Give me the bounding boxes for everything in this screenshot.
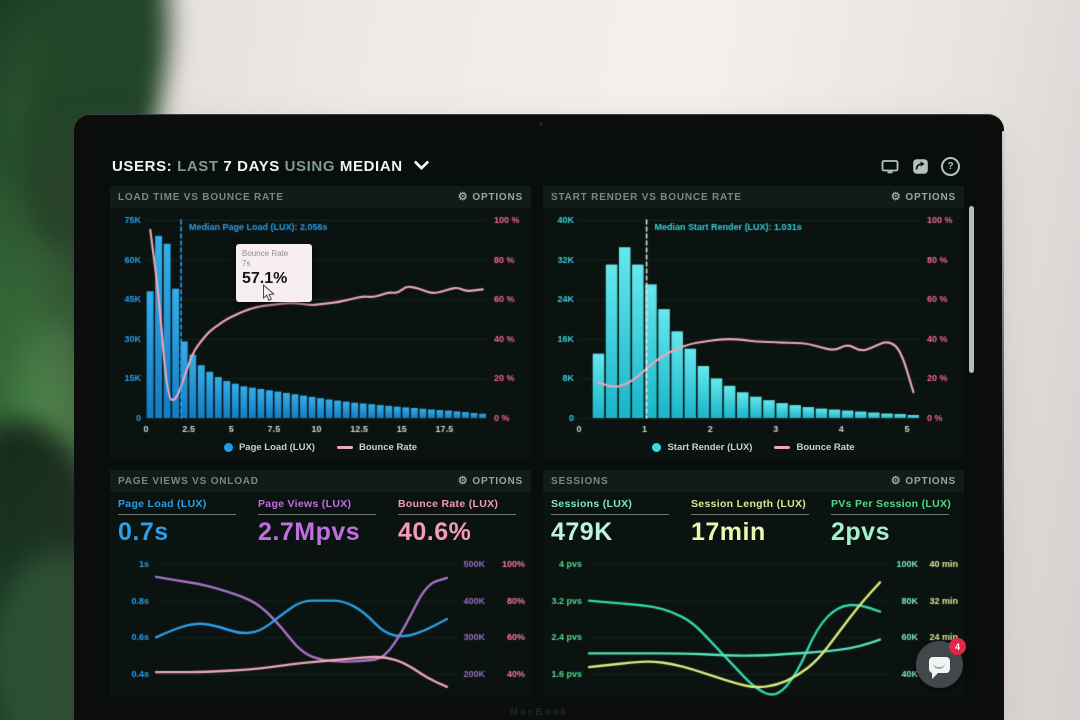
gear-icon: ⚙ bbox=[457, 190, 469, 203]
chat-unread-badge: 4 bbox=[949, 638, 966, 655]
metric-value: 2.7Mpvs bbox=[258, 518, 361, 546]
metric-value: 0.7s bbox=[118, 518, 169, 546]
panel-start-render: START RENDER VS BOUNCE RATE ⚙ OPTIONS Sta… bbox=[543, 186, 964, 458]
gear-icon: ⚙ bbox=[890, 190, 902, 203]
options-button[interactable]: ⚙ OPTIONS bbox=[457, 474, 523, 487]
legend-page-load: Page Load (LUX) bbox=[223, 442, 315, 453]
load-time-chart[interactable] bbox=[110, 208, 531, 438]
help-icon[interactable]: ? bbox=[941, 157, 960, 176]
metric-label: PVs Per Session (LUX) bbox=[831, 498, 952, 510]
chat-widget-button[interactable]: 4 bbox=[916, 638, 966, 688]
tooltip-x: 7s bbox=[242, 259, 251, 268]
legend-start-render: Start Render (LUX) bbox=[652, 442, 752, 453]
metric-label: Page Views (LUX) bbox=[258, 498, 352, 510]
metric-label: Sessions (LUX) bbox=[551, 498, 633, 510]
panel-title: PAGE VIEWS VS ONLOAD bbox=[118, 475, 259, 487]
dashboard-screen: USERS: LAST 7 DAYS USING MEDIAN ? bbox=[96, 135, 978, 696]
tooltip-value: 57.1% bbox=[242, 270, 288, 287]
page-views-chart[interactable] bbox=[110, 554, 531, 696]
options-button[interactable]: ⚙ OPTIONS bbox=[457, 190, 523, 203]
chat-bubble-icon bbox=[929, 656, 950, 679]
title-part: USERS: bbox=[112, 158, 173, 175]
title-part: LAST bbox=[177, 158, 219, 175]
sessions-chart[interactable] bbox=[543, 554, 964, 696]
legend-bounce-rate: Bounce Rate bbox=[774, 442, 855, 453]
scrollbar-thumb[interactable] bbox=[969, 206, 974, 373]
panel-load-time: LOAD TIME VS BOUNCE RATE ⚙ OPTIONS Page L… bbox=[110, 186, 531, 458]
metric-bounce-rate: Bounce Rate (LUX) 40.6% bbox=[398, 498, 539, 554]
share-icon[interactable] bbox=[911, 158, 929, 176]
chevron-down-icon[interactable] bbox=[414, 154, 430, 171]
metric-label: Bounce Rate (LUX) bbox=[398, 498, 499, 510]
webcam-dot bbox=[539, 122, 543, 126]
panel-title: SESSIONS bbox=[551, 475, 609, 487]
monitor-icon[interactable] bbox=[881, 158, 899, 176]
options-button[interactable]: ⚙ OPTIONS bbox=[890, 190, 956, 203]
metric-value: 479K bbox=[551, 518, 613, 546]
panel-title: LOAD TIME VS BOUNCE RATE bbox=[118, 191, 284, 203]
metric-sessions: Sessions (LUX) 479K bbox=[551, 498, 691, 554]
metric-session-length: Session Length (LUX) 17min bbox=[691, 498, 831, 554]
metric-value: 2pvs bbox=[831, 518, 890, 546]
start-render-chart[interactable] bbox=[543, 208, 964, 438]
metric-page-views: Page Views (LUX) 2.7Mpvs bbox=[258, 498, 398, 554]
dashboard-header: USERS: LAST 7 DAYS USING MEDIAN ? bbox=[96, 135, 978, 182]
gear-icon: ⚙ bbox=[457, 474, 469, 487]
panel-sessions: SESSIONS ⚙ OPTIONS Sessions (LUX) 479K Se… bbox=[543, 470, 964, 696]
laptop-bezel: USERS: LAST 7 DAYS USING MEDIAN ? bbox=[74, 114, 1005, 720]
panel-title: START RENDER VS BOUNCE RATE bbox=[551, 191, 742, 203]
mouse-cursor bbox=[262, 284, 275, 308]
hover-tooltip: Bounce Rate 7s 57.1% bbox=[236, 244, 312, 302]
gear-icon: ⚙ bbox=[890, 474, 902, 487]
metric-page-load: Page Load (LUX) 0.7s bbox=[118, 498, 258, 554]
dashboard-title-dropdown[interactable]: USERS: LAST 7 DAYS USING MEDIAN bbox=[112, 154, 430, 175]
tooltip-series: Bounce Rate bbox=[242, 249, 289, 258]
metric-label: Session Length (LUX) bbox=[691, 498, 807, 510]
laptop-logo-text: MacBook bbox=[509, 707, 569, 718]
legend-bounce-rate: Bounce Rate bbox=[336, 442, 417, 453]
metric-label: Page Load (LUX) bbox=[118, 498, 207, 510]
panel-page-views: PAGE VIEWS VS ONLOAD ⚙ OPTIONS Page Load … bbox=[110, 470, 531, 696]
options-button[interactable]: ⚙ OPTIONS bbox=[890, 474, 956, 487]
metric-value: 40.6% bbox=[398, 518, 472, 546]
title-part: 7 DAYS bbox=[223, 158, 280, 175]
metric-value: 17min bbox=[691, 518, 766, 546]
metric-pvs-per-session: PVs Per Session (LUX) 2pvs bbox=[831, 498, 972, 554]
title-part: MEDIAN bbox=[339, 158, 403, 175]
title-part: USING bbox=[284, 158, 336, 175]
